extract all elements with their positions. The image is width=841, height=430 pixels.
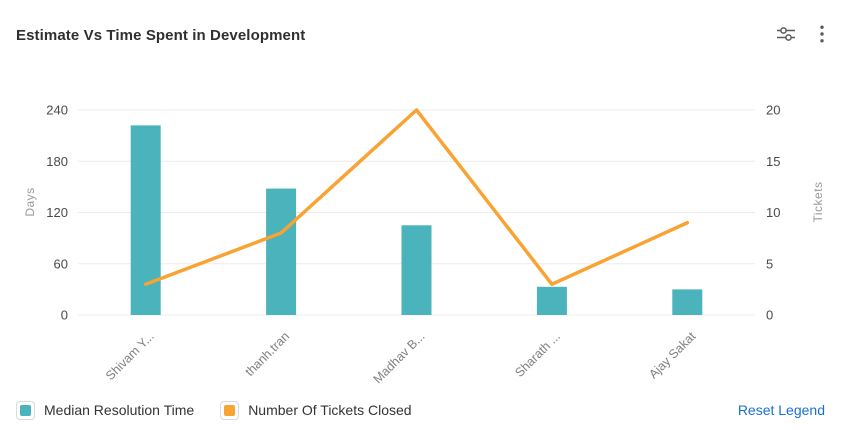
legend-swatch-box — [16, 400, 35, 420]
x-axis-category-label: thanh.tran — [243, 329, 293, 379]
left-axis-tick-label: 180 — [46, 154, 68, 169]
more-options-button[interactable] — [817, 22, 827, 49]
x-axis-category-label: Ajay Sakat — [646, 329, 699, 382]
tickets-closed-line[interactable] — [143, 108, 690, 286]
combo-chart: 0 0 60 5 120 10 180 15 240 20 Days Tickets Shivam Y.… — [0, 60, 841, 390]
left-axis-tick-label: 120 — [46, 205, 68, 220]
left-axis-tick-label: 240 — [46, 103, 68, 118]
x-axis-category-label: Madhav B... — [371, 329, 428, 386]
chart-header: Estimate Vs Time Spent in Development — [16, 22, 827, 49]
legend-label: Median Resolution Time — [44, 402, 195, 418]
legend-swatch-box — [220, 400, 240, 420]
line-series-swatch — [224, 404, 236, 416]
bar-shivam-y-[interactable] — [130, 125, 161, 315]
x-axis-category-label: Shivam Y... — [103, 329, 157, 383]
bar-thanh-tran[interactable] — [266, 188, 297, 315]
legend-label: Number Of Tickets Closed — [248, 402, 412, 418]
left-axis-tick-label: 60 — [54, 256, 68, 271]
right-axis-tick-label: 15 — [766, 154, 780, 169]
bar-series-swatch — [20, 404, 31, 416]
bar-madhav-b-[interactable] — [401, 225, 432, 315]
bar-sharath-[interactable] — [536, 286, 567, 315]
header-actions — [773, 22, 827, 49]
right-axis-title: Tickets — [811, 181, 825, 222]
right-axis-tick-label: 5 — [766, 256, 773, 271]
chart-settings-button[interactable] — [773, 22, 799, 49]
right-axis-tick-label: 0 — [766, 308, 773, 323]
chart-legend: Median Resolution Time Number Of Tickets… — [16, 399, 825, 421]
right-axis-tick-label: 20 — [766, 103, 780, 118]
legend-item-median-resolution-time[interactable]: Median Resolution Time — [16, 400, 195, 420]
reset-legend-link[interactable]: Reset Legend — [737, 402, 825, 418]
chart-canvas: 0 0 60 5 120 10 180 15 240 20 Days Tickets Shivam Y.… — [23, 103, 825, 387]
sliders-icon — [775, 24, 797, 47]
chart-title: Estimate Vs Time Spent in Development — [16, 27, 306, 44]
right-axis-tick-label: 10 — [766, 205, 780, 220]
bar-ajay-sakat[interactable] — [672, 289, 703, 315]
left-axis-tick-label: 0 — [61, 308, 68, 323]
legend-item-number-of-tickets-closed[interactable]: Number Of Tickets Closed — [220, 400, 412, 420]
left-axis-title: Days — [23, 187, 37, 216]
x-axis-category-label: Sharath ... — [512, 329, 563, 380]
kebab-menu-icon — [819, 24, 825, 47]
